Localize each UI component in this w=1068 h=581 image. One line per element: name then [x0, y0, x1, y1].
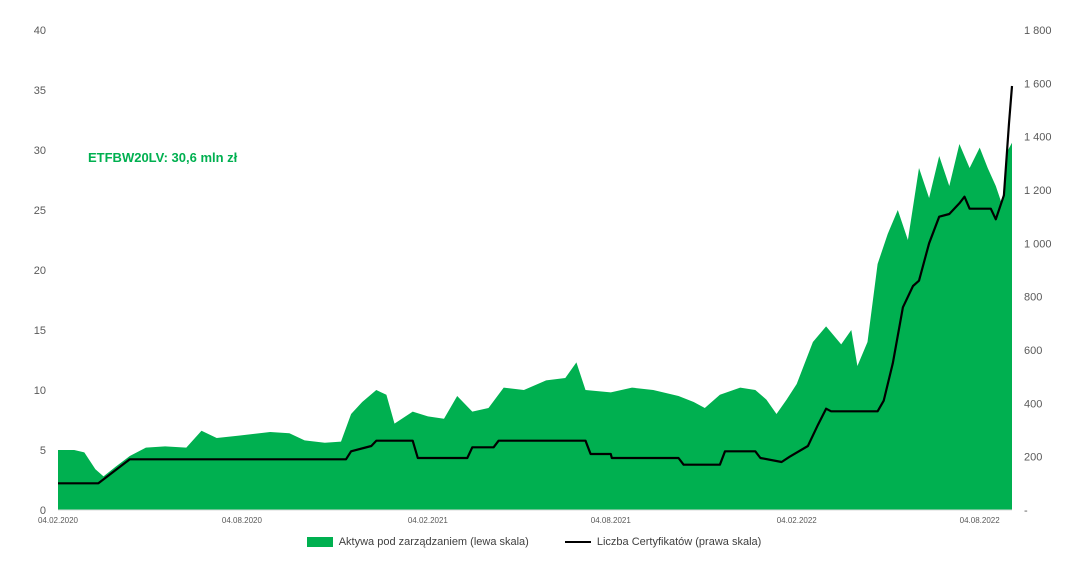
right-tick-label: 800 — [1024, 292, 1042, 304]
right-tick-label: 400 — [1024, 398, 1042, 410]
left-tick-label: 0 — [40, 505, 46, 517]
legend-item-certificates: Liczba Certyfikatów (prawa skala) — [564, 536, 762, 548]
x-tick-label: 04.08.2020 — [222, 516, 263, 525]
left-tick-label: 30 — [34, 145, 46, 157]
right-tick-label: 200 — [1024, 452, 1042, 464]
left-axis-ticks: 0 5 10 15 20 25 30 35 40 — [34, 25, 46, 517]
legend-label-assets: Aktywa pod zarządzaniem (lewa skala) — [338, 536, 529, 548]
right-tick-label: 600 — [1024, 345, 1042, 357]
x-axis-ticks: 04.02.2020 04.08.2020 04.02.2021 04.08.2021… — [38, 516, 1000, 525]
x-tick-label: 04.08.2022 — [960, 516, 1001, 525]
legend-area-swatch — [306, 537, 333, 547]
left-tick-label: 35 — [34, 85, 46, 97]
x-tick-label: 04.02.2022 — [777, 516, 818, 525]
left-tick-label: 5 — [40, 445, 46, 457]
x-tick-label: 04.02.2020 — [38, 516, 79, 525]
assets-area-series — [58, 142, 1012, 511]
right-tick-label: 1 600 — [1024, 78, 1052, 90]
chart-legend: Aktywa pod zarządzaniem (lewa skala) Lic… — [0, 536, 1068, 548]
right-tick-label: 1 200 — [1024, 185, 1052, 197]
left-tick-label: 25 — [34, 205, 46, 217]
left-tick-label: 40 — [34, 25, 46, 37]
fund-value-annotation: ETFBW20LV: 30,6 mln zł — [88, 150, 238, 165]
x-tick-label: 04.02.2021 — [408, 516, 449, 525]
left-tick-label: 15 — [34, 325, 46, 337]
legend-line-swatch — [564, 541, 591, 543]
right-tick-label: - — [1024, 505, 1028, 517]
right-tick-label: 1 800 — [1024, 25, 1052, 37]
right-tick-label: 1 000 — [1024, 238, 1052, 250]
legend-item-assets: Aktywa pod zarządzaniem (lewa skala) — [306, 536, 529, 548]
certificates-line-series — [58, 85, 1014, 485]
left-tick-label: 10 — [34, 385, 46, 397]
right-axis-ticks: - 200 400 600 800 1 000 1 200 1 400 1 600 1 800 — [1024, 25, 1052, 517]
left-tick-label: 20 — [34, 265, 46, 277]
x-tick-label: 04.08.2021 — [591, 516, 632, 525]
right-tick-label: 1 400 — [1024, 132, 1052, 144]
legend-label-certificates: Liczba Certyfikatów (prawa skala) — [596, 536, 762, 548]
